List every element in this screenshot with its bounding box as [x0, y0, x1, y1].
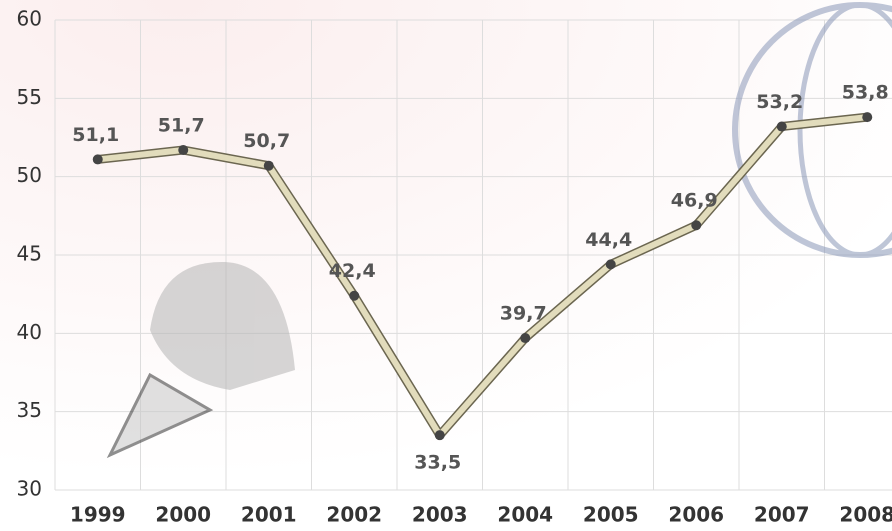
point — [92, 154, 103, 165]
x-tick-label: 2008 — [839, 503, 892, 527]
x-tick-label: 2004 — [497, 503, 553, 527]
x-tick-label: 1999 — [70, 503, 126, 527]
point — [520, 333, 531, 344]
x-tick-label: 2007 — [754, 503, 810, 527]
line — [97, 114, 868, 439]
point — [691, 220, 702, 231]
y-tick-label: 40 — [17, 320, 42, 344]
x-tick-label: 2001 — [241, 503, 297, 527]
x-tick-label: 2005 — [583, 503, 639, 527]
decoration — [106, 2, 892, 459]
point — [862, 112, 873, 123]
x-tick-label: 2003 — [412, 503, 468, 527]
point — [434, 430, 445, 441]
y-tick-label: 55 — [17, 85, 42, 109]
value-label: 51,7 — [158, 115, 205, 137]
point — [349, 290, 360, 301]
value-label: 51,1 — [72, 124, 119, 146]
point — [263, 160, 274, 171]
point — [776, 121, 787, 132]
y-tick-label: 35 — [17, 398, 42, 422]
value-label: 53,8 — [842, 82, 889, 104]
value-label: 44,4 — [585, 229, 632, 251]
value-label: 42,4 — [329, 260, 376, 282]
y-tick-label: 50 — [17, 163, 42, 187]
x-tick-label: 2002 — [326, 503, 382, 527]
point — [178, 145, 189, 156]
y-tick-label: 30 — [17, 477, 42, 501]
y-tick-label: 45 — [17, 242, 42, 266]
value-label: 53,2 — [756, 91, 803, 113]
point — [605, 259, 616, 270]
value-label: 50,7 — [243, 130, 290, 152]
x-tick-label: 2006 — [668, 503, 724, 527]
value-label: 33,5 — [414, 452, 461, 474]
value-label: 46,9 — [671, 190, 718, 212]
value-label: 39,7 — [500, 303, 547, 325]
x-tick-label: 2000 — [155, 503, 211, 527]
y-tick-label: 60 — [17, 7, 42, 31]
